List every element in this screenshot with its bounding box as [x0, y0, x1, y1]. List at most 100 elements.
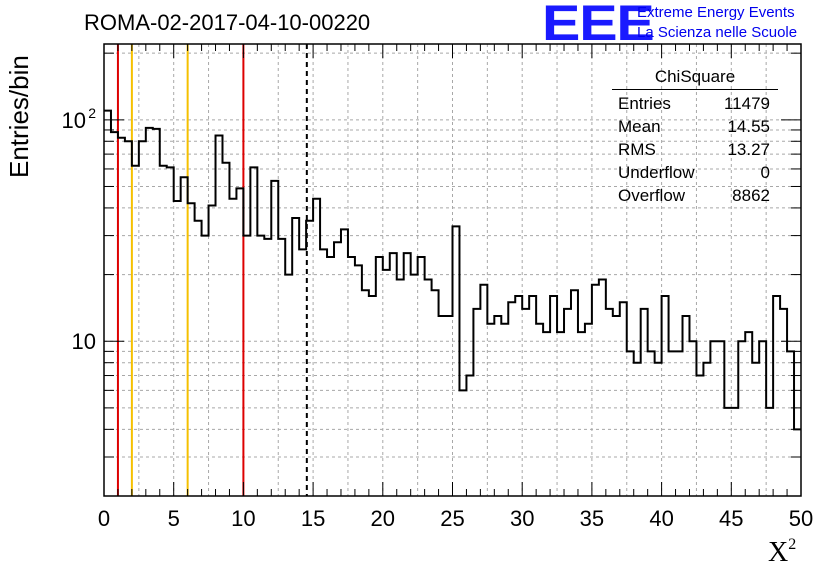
x-axis-label: X2	[768, 536, 796, 569]
eee-logo: EEE	[542, 0, 655, 51]
stats-label: Underflow	[618, 163, 695, 182]
histogram-bin	[216, 135, 223, 496]
histogram-bin	[641, 309, 648, 496]
stats-row-overflow: Overflow 8862	[612, 184, 778, 207]
stats-row-rms: RMS 13.27	[612, 138, 778, 161]
histogram-bin	[703, 363, 710, 496]
histogram-bin	[411, 275, 418, 496]
x-tick-label: 35	[580, 506, 604, 531]
histogram-bin	[683, 316, 690, 496]
histogram-bin	[745, 332, 752, 496]
x-axis-label-main: X	[768, 537, 789, 568]
x-tick-label: 15	[301, 506, 325, 531]
histogram-bin	[299, 249, 306, 496]
histogram-bin	[327, 257, 334, 496]
histogram-bin	[585, 324, 592, 496]
histogram-bin	[341, 229, 348, 496]
histogram-bin	[271, 181, 278, 496]
histogram-bin	[432, 290, 439, 496]
histogram-bin	[257, 236, 264, 496]
stats-value: 0	[760, 163, 770, 182]
histogram-bin	[710, 341, 717, 496]
histogram-bin	[669, 351, 676, 496]
stats-box: ChiSquare Entries 11479 Mean 14.55 RMS 13.2…	[612, 66, 778, 207]
histogram-bin	[418, 257, 425, 496]
histogram-bin	[529, 296, 536, 496]
x-tick-label: 20	[371, 506, 395, 531]
histogram-bin	[139, 141, 146, 496]
histogram-bin	[222, 163, 229, 496]
x-tick-label: 40	[649, 506, 673, 531]
histogram-bin	[355, 265, 362, 496]
histogram-bin	[592, 285, 599, 496]
histogram-bin	[578, 332, 585, 496]
histogram-bin	[181, 177, 188, 496]
y-tick-label: 10	[72, 329, 96, 354]
histogram-bin	[236, 188, 243, 496]
y-tick-label: 10	[62, 108, 86, 133]
histogram-bin	[634, 363, 641, 496]
histogram-bin	[425, 280, 432, 496]
histogram-bin	[285, 275, 292, 496]
histogram-bin	[655, 363, 662, 496]
histogram-bin	[752, 363, 759, 496]
histogram-bin	[487, 324, 494, 496]
histogram-bin	[313, 199, 320, 496]
histogram-bin	[174, 201, 181, 496]
histogram-bin	[731, 408, 738, 496]
histogram-bin	[543, 332, 550, 496]
stats-label: RMS	[618, 140, 656, 159]
histogram-bin	[620, 302, 627, 496]
chart-title: ROMA-02-2017-04-10-00220	[84, 10, 371, 35]
histogram-bin	[738, 341, 745, 496]
histogram-bin	[780, 309, 787, 496]
histogram-bin	[480, 285, 487, 496]
histogram-bin	[118, 138, 125, 496]
histogram-bin	[508, 302, 515, 496]
histogram-bin	[787, 351, 794, 496]
histogram-bin	[167, 167, 174, 496]
stats-row-mean: Mean 14.55	[612, 115, 778, 138]
histogram-bin	[397, 280, 404, 496]
stats-value: 11479	[723, 94, 770, 113]
stats-value: 13.27	[727, 140, 770, 159]
stats-row-entries: Entries 11479	[612, 92, 778, 115]
histogram-bin	[794, 429, 801, 496]
histogram-bin	[550, 296, 557, 496]
histogram-bin	[494, 316, 501, 496]
histogram-bin	[473, 309, 480, 496]
histogram-bin	[613, 316, 620, 496]
histogram-bin	[466, 376, 473, 496]
histogram-bin	[446, 316, 453, 496]
histogram-bin	[348, 257, 355, 496]
stats-title: ChiSquare	[612, 66, 778, 90]
stats-label: Mean	[618, 117, 661, 136]
histogram-bin	[243, 236, 250, 496]
x-tick-label: 0	[98, 506, 110, 531]
histogram-bin	[292, 218, 299, 496]
histogram-bin	[320, 249, 327, 496]
stats-label: Overflow	[618, 186, 686, 205]
histogram-bin	[696, 376, 703, 496]
histogram-bin	[264, 239, 271, 496]
histogram-bin	[662, 296, 669, 496]
x-tick-label: 5	[168, 506, 180, 531]
histogram-bin	[599, 280, 606, 496]
histogram-bin	[536, 324, 543, 496]
histogram-bin	[439, 316, 446, 496]
histogram-bin	[501, 324, 508, 496]
brand-line-1: Extreme Energy Events	[637, 4, 795, 21]
histogram-bin	[369, 296, 376, 496]
histogram-bin	[627, 351, 634, 496]
histogram-bin	[390, 253, 397, 496]
histogram-line	[104, 109, 801, 431]
histogram-bin	[188, 203, 195, 496]
histogram-bin	[132, 166, 139, 496]
y-tick-label-exp: 2	[88, 105, 96, 121]
histogram-bin	[146, 128, 153, 496]
histogram-bin	[773, 296, 780, 496]
y-axis-label: Entries/bin	[4, 55, 34, 178]
histogram-bin	[557, 332, 564, 496]
x-tick-label: 10	[231, 506, 255, 531]
